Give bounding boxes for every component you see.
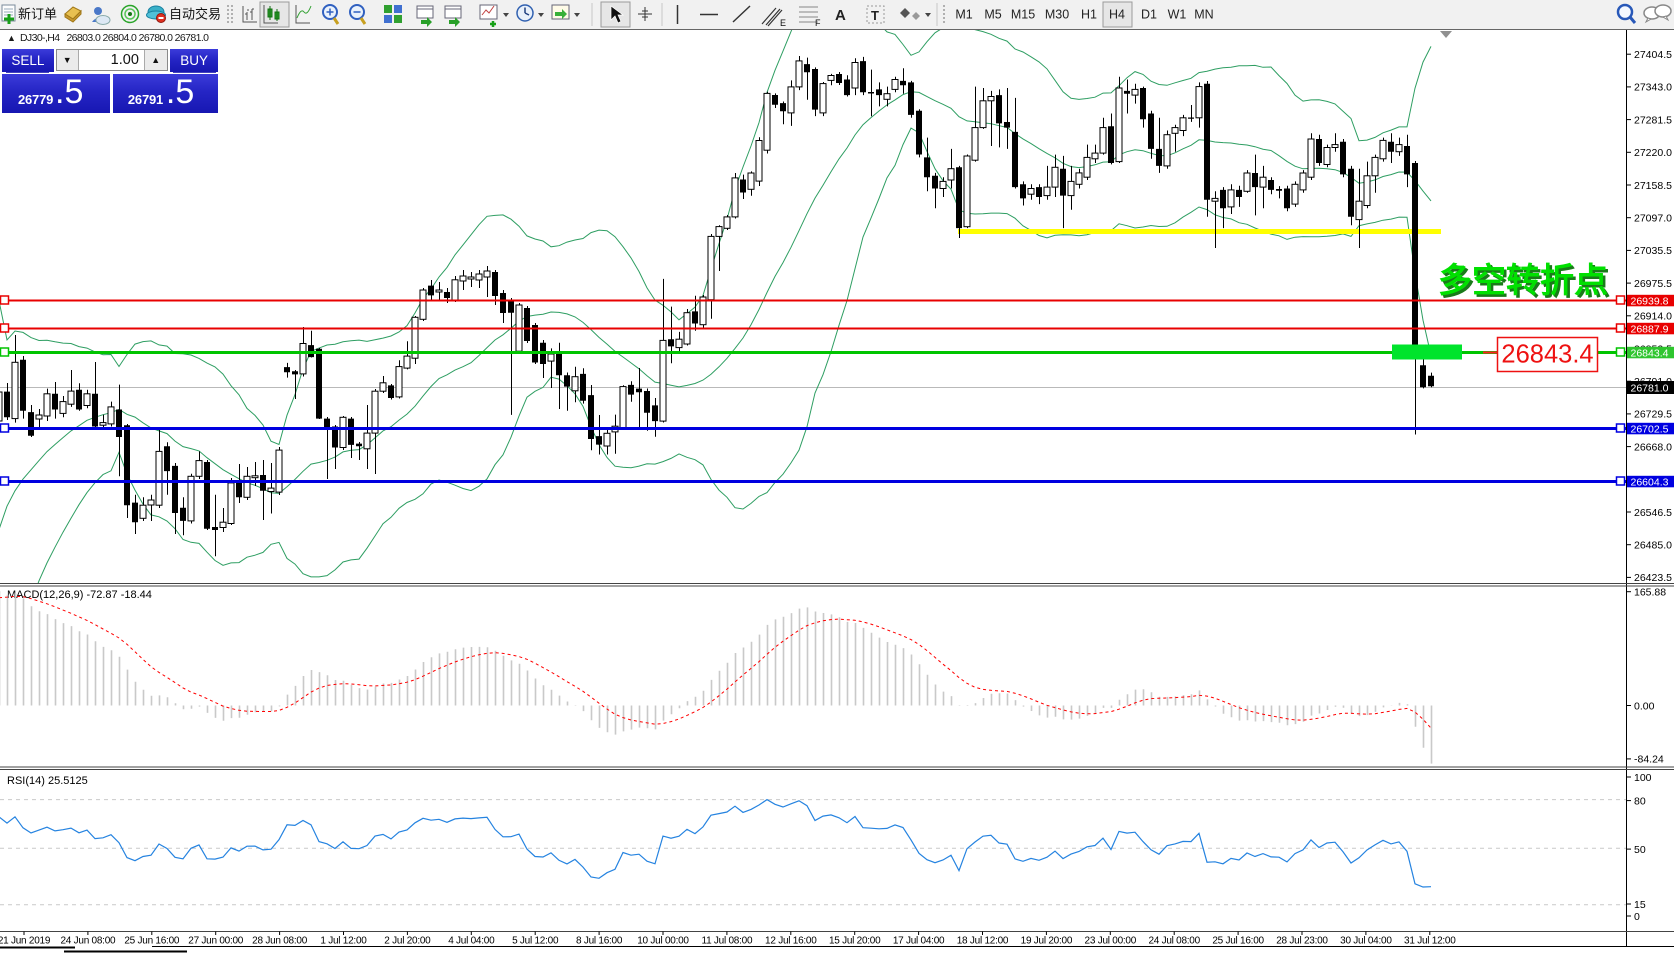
svg-text:21 Jun 2019: 21 Jun 2019 (0, 936, 51, 947)
svg-text:17 Jul 04:00: 17 Jul 04:00 (893, 936, 945, 947)
svg-text:M30: M30 (1045, 8, 1069, 22)
svg-text:11 Jul 08:00: 11 Jul 08:00 (702, 936, 753, 947)
svg-text:M5: M5 (984, 8, 1001, 22)
svg-text:MN: MN (1194, 8, 1213, 22)
svg-text:RSI(14) 25.5125: RSI(14) 25.5125 (7, 775, 88, 787)
svg-text:26781.0: 26781.0 (1631, 382, 1669, 394)
svg-text:26668.0: 26668.0 (1634, 441, 1672, 453)
svg-text:5 Jul 12:00: 5 Jul 12:00 (512, 936, 559, 947)
svg-text:12 Jul 16:00: 12 Jul 16:00 (765, 936, 817, 947)
svg-text:26843.4: 26843.4 (1631, 347, 1669, 359)
svg-text:M1: M1 (955, 8, 972, 22)
svg-text:D1: D1 (1141, 8, 1157, 22)
svg-text:100: 100 (1634, 772, 1652, 784)
svg-text:26702.5: 26702.5 (1631, 423, 1669, 435)
svg-text:26939.8: 26939.8 (1631, 295, 1669, 307)
svg-text:4 Jul 04:00: 4 Jul 04:00 (448, 936, 495, 947)
svg-text:27281.5: 27281.5 (1634, 114, 1672, 126)
svg-text:30 Jul 04:00: 30 Jul 04:00 (1340, 936, 1392, 947)
svg-text:50: 50 (1634, 844, 1646, 856)
svg-text:26729.5: 26729.5 (1634, 409, 1672, 421)
svg-text:M15: M15 (1011, 8, 1035, 22)
svg-text:多空转折点: 多空转折点 (1441, 265, 1611, 303)
svg-text:自动交易: 自动交易 (169, 7, 221, 22)
svg-text:15: 15 (1634, 899, 1646, 911)
svg-text:25 Jun 16:00: 25 Jun 16:00 (124, 936, 180, 947)
svg-text:F: F (815, 18, 821, 28)
svg-text:15 Jul 20:00: 15 Jul 20:00 (829, 936, 881, 947)
svg-text:26423.5: 26423.5 (1634, 572, 1672, 584)
svg-text:27220.0: 27220.0 (1634, 147, 1672, 159)
svg-text:25 Jul 16:00: 25 Jul 16:00 (1212, 936, 1264, 947)
svg-text:26604.3: 26604.3 (1631, 476, 1669, 488)
svg-text:10 Jul 00:00: 10 Jul 00:00 (637, 936, 689, 947)
svg-text:26843.4: 26843.4 (1501, 341, 1593, 369)
svg-text:-84.24: -84.24 (1634, 754, 1664, 766)
svg-text:W1: W1 (1168, 8, 1187, 22)
svg-text:1 Jul 12:00: 1 Jul 12:00 (320, 936, 367, 947)
svg-text:31 Jul 12:00: 31 Jul 12:00 (1404, 936, 1456, 947)
svg-text:H1: H1 (1081, 8, 1097, 22)
svg-text:27343.0: 27343.0 (1634, 82, 1672, 94)
svg-text:H4: H4 (1109, 8, 1125, 22)
svg-text:27404.5: 27404.5 (1634, 49, 1672, 61)
svg-text:26546.5: 26546.5 (1634, 507, 1672, 519)
svg-text:26914.0: 26914.0 (1634, 311, 1672, 323)
svg-text:26485.0: 26485.0 (1634, 540, 1672, 552)
svg-text:0.00: 0.00 (1634, 700, 1655, 712)
svg-text:24 Jul 08:00: 24 Jul 08:00 (1148, 936, 1200, 947)
svg-text:23 Jul 00:00: 23 Jul 00:00 (1085, 936, 1137, 947)
svg-text:8 Jul 16:00: 8 Jul 16:00 (576, 936, 623, 947)
svg-text:多空转折点: 多空转折点 (1438, 262, 1608, 300)
svg-text:A: A (835, 7, 846, 24)
svg-text:MACD(12,26,9) -72.87 -18.44: MACD(12,26,9) -72.87 -18.44 (7, 589, 152, 601)
svg-text:T: T (871, 8, 879, 23)
svg-text:80: 80 (1634, 795, 1646, 807)
svg-text:18 Jul 12:00: 18 Jul 12:00 (957, 936, 1009, 947)
svg-text:2 Jul 20:00: 2 Jul 20:00 (384, 936, 431, 947)
svg-text:19 Jul 20:00: 19 Jul 20:00 (1021, 936, 1073, 947)
svg-text:新订单: 新订单 (18, 7, 57, 22)
svg-text:0: 0 (1634, 911, 1640, 923)
svg-text:27097.0: 27097.0 (1634, 213, 1672, 225)
svg-text:165.88: 165.88 (1634, 587, 1666, 599)
svg-text:26975.5: 26975.5 (1634, 278, 1672, 290)
svg-text:26887.9: 26887.9 (1631, 323, 1669, 335)
svg-text:27158.5: 27158.5 (1634, 180, 1672, 192)
svg-text:28 Jun 08:00: 28 Jun 08:00 (252, 936, 308, 947)
svg-text:27 Jun 00:00: 27 Jun 00:00 (188, 936, 244, 947)
svg-text:27035.5: 27035.5 (1634, 245, 1672, 257)
svg-text:24 Jun 08:00: 24 Jun 08:00 (60, 936, 116, 947)
svg-text:E: E (780, 18, 786, 28)
svg-text:28 Jul 23:00: 28 Jul 23:00 (1276, 936, 1328, 947)
